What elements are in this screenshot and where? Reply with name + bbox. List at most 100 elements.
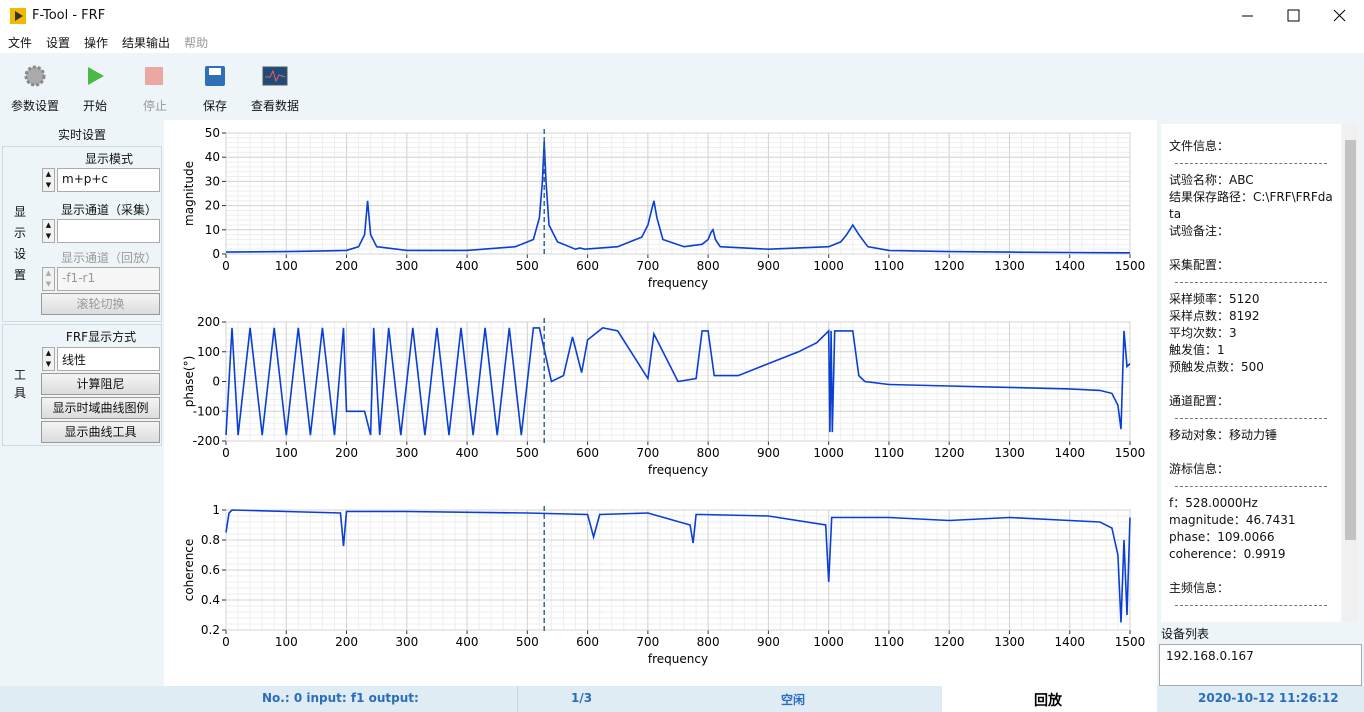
- x-tick-label: 1500: [1115, 446, 1146, 460]
- y-tick-label: 30: [205, 174, 220, 188]
- tool-button[interactable]: 保存: [185, 61, 245, 116]
- info-line: coherence：0.9919: [1169, 547, 1286, 561]
- tool-button[interactable]: 停止: [125, 61, 185, 116]
- spinner[interactable]: ▲ ▼: [42, 219, 55, 243]
- y-tick-label: 10: [205, 223, 220, 237]
- y-tick-label: -200: [193, 434, 220, 448]
- info-line: magnitude：46.7431: [1169, 513, 1296, 527]
- spinner[interactable]: ▲ ▼: [42, 347, 55, 371]
- x-tick-label: 800: [697, 635, 720, 649]
- info-heading: 采集配置：: [1169, 258, 1230, 272]
- replay-input: -f1-r1: [57, 267, 160, 291]
- status-state: 空闲: [781, 693, 806, 707]
- x-tick-label: 0: [222, 635, 230, 649]
- menu-item[interactable]: 文件: [8, 36, 33, 50]
- device-item[interactable]: 192.168.0.167: [1166, 649, 1254, 663]
- info-line: 触发值：1: [1169, 343, 1225, 357]
- info-section: 采集配置： 采样频率：5120 采样点数：8192 平均次数：3 触发值：1 预触发点数：…: [1169, 257, 1333, 376]
- window-controls[interactable]: [1230, 0, 1364, 32]
- separator: [1175, 163, 1327, 164]
- frf-input[interactable]: 线性: [57, 347, 160, 371]
- y-tick-label: 50: [205, 126, 220, 140]
- menu-bar: 文件 设置 操作 结果输出 帮助: [0, 32, 1364, 53]
- status-channel: No.: 0 input: f1 output:: [262, 691, 419, 705]
- tool-label: 开始: [82, 99, 107, 113]
- x-tick-label: 900: [757, 635, 780, 649]
- y-tick-label: 20: [205, 199, 220, 213]
- device-list[interactable]: 192.168.0.167: [1159, 644, 1362, 686]
- toolbar: 参数设置 开始 停止 保存 查看数据: [0, 53, 1364, 120]
- x-tick-label: 0: [222, 446, 230, 460]
- scrollbar[interactable]: [1343, 124, 1358, 622]
- info-section: 文件信息： 试验名称：ABC 结果保存路径：C:\FRF\FRFdata 试验备注：: [1169, 138, 1333, 240]
- tool-label: 保存: [202, 99, 227, 113]
- channel-input[interactable]: [57, 219, 160, 243]
- x-tick-label: 500: [516, 259, 539, 273]
- status-page: 1/3: [571, 691, 593, 705]
- device-title: 设备列表: [1161, 627, 1210, 641]
- y-axis-label: phase(°): [182, 356, 196, 408]
- x-tick-label: 1400: [1054, 635, 1085, 649]
- mode-input[interactable]: m+p+c: [57, 168, 160, 192]
- charts: 0 100 200 300 400 500 600 700 800 900 1000 1100 1200…: [182, 126, 1146, 666]
- x-tick-label: 900: [757, 259, 780, 273]
- damping-button[interactable]: 计算阻尼: [41, 373, 160, 395]
- menu-item[interactable]: 操作: [84, 36, 109, 50]
- x-tick-label: 1200: [934, 259, 965, 273]
- y-tick-label: 0.2: [201, 623, 220, 637]
- y-tick-label: 0: [212, 375, 220, 389]
- tool-label: 参数设置: [10, 99, 59, 113]
- x-tick-label: 200: [335, 635, 358, 649]
- x-tick-label: 800: [697, 446, 720, 460]
- tool-button[interactable]: 开始: [65, 61, 125, 116]
- data-line: [225, 327, 1131, 436]
- group-label: 工具: [14, 368, 27, 400]
- left-panel: 实时设置 显示设置 显示模式 ▲ ▼ m+p+c 显示通道（采集） ▲ ▼ 显示通道…: [0, 120, 164, 686]
- x-tick-label: 700: [636, 635, 659, 649]
- info-heading: 主频信息：: [1169, 581, 1230, 595]
- info-line: 预触发点数：500: [1169, 360, 1264, 374]
- info-heading: 文件信息：: [1169, 139, 1230, 153]
- x-tick-label: 1300: [994, 635, 1025, 649]
- menu-item[interactable]: 设置: [46, 36, 71, 50]
- x-tick-label: 100: [275, 635, 298, 649]
- x-tick-label: 1400: [1054, 259, 1085, 273]
- separator: [1175, 282, 1327, 283]
- window-title: F-Tool - FRF: [32, 8, 106, 23]
- group-box: [2, 146, 162, 322]
- x-tick-label: 100: [275, 446, 298, 460]
- info-line: 采样点数：8192: [1169, 309, 1260, 323]
- tool-button[interactable]: 查看数据: [245, 61, 305, 116]
- tool-button[interactable]: 参数设置: [5, 61, 65, 116]
- status-mode: 回放: [1034, 693, 1062, 709]
- spinner[interactable]: ▲ ▼: [42, 168, 55, 192]
- x-tick-label: 1200: [934, 446, 965, 460]
- x-tick-label: 1100: [874, 635, 905, 649]
- info-line: f：528.0000Hz: [1169, 496, 1258, 510]
- info-line: 结果保存路径：C:\FRF\FRFdata: [1169, 190, 1333, 221]
- y-tick-label: -100: [193, 404, 220, 418]
- x-tick-label: 500: [516, 635, 539, 649]
- data-line: [225, 509, 1131, 623]
- separator: [1175, 486, 1327, 487]
- x-tick-label: 600: [576, 635, 599, 649]
- curve-tool-button[interactable]: 显示曲线工具: [41, 421, 160, 443]
- menu-item[interactable]: 帮助: [184, 36, 209, 50]
- tool-label: 查看数据: [250, 99, 299, 113]
- right-panel: 文件信息： 试验名称：ABC 结果保存路径：C:\FRF\FRFdata 试验备注： 采…: [1157, 120, 1364, 686]
- field-label: 显示通道（采集）: [60, 203, 157, 217]
- status-time: 2020-10-12 11:26:12: [1198, 691, 1339, 705]
- plot-area: [225, 132, 1131, 255]
- info-line: 采样频率：5120: [1169, 292, 1260, 306]
- spinner: ▲ ▼: [42, 267, 55, 291]
- x-tick-label: 0: [222, 259, 230, 273]
- x-tick-label: 900: [757, 446, 780, 460]
- menu-item[interactable]: 结果输出: [122, 36, 171, 50]
- x-tick-label: 1300: [994, 446, 1025, 460]
- legend-button[interactable]: 显示时域曲线图例: [41, 397, 160, 419]
- y-tick-label: 1: [212, 503, 220, 517]
- x-tick-label: 1000: [813, 446, 844, 460]
- x-tick-label: 1300: [994, 259, 1025, 273]
- y-tick-label: 0.4: [201, 593, 220, 607]
